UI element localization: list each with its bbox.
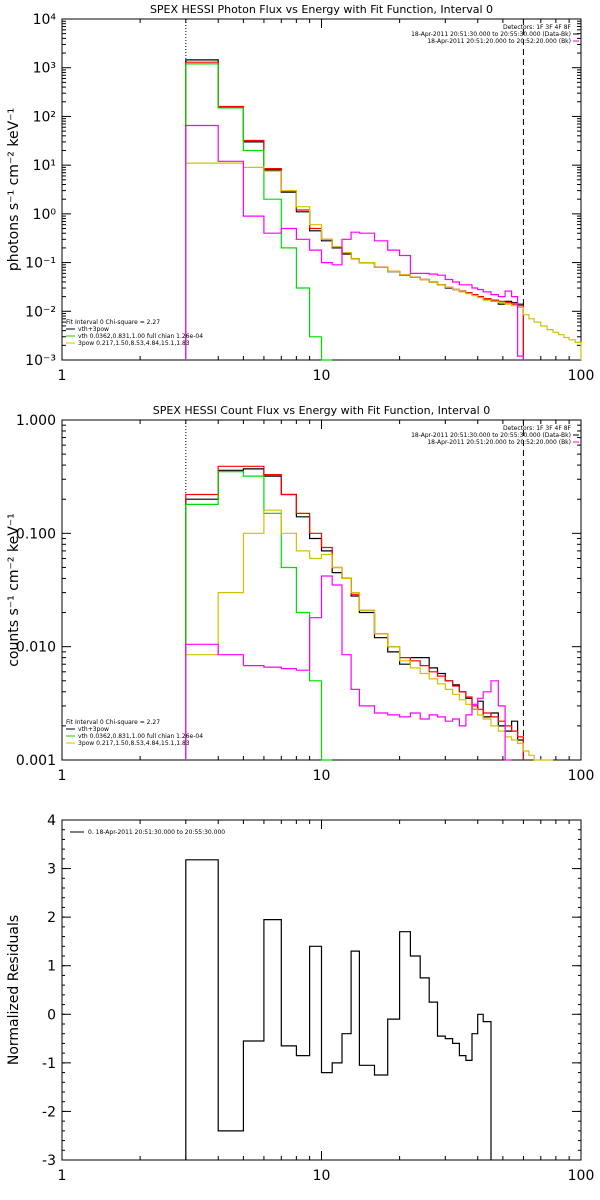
y-tick-label: -1 [42,1056,56,1072]
y-tick-label: 0.010 [16,640,56,656]
y-tick-label: 3 [47,862,56,878]
chart-title: SPEX HESSI Count Flux vs Energy with Fit… [153,404,490,417]
y-tick-label: 0.100 [16,526,56,542]
y-tick-label: 0.001 [16,753,56,769]
legend-top-entry: 18-Apr-2011 20:51:30.000 to 20:55:30.000… [411,31,571,38]
y-tick-label: 2 [47,910,56,926]
legend-top-entry: Detectors: 1F 3F 4F 8F [503,425,572,432]
series-red-line [185,465,524,760]
x-tick-label: 10 [313,768,331,784]
series-magenta-line [185,124,524,360]
x-tick-label: 10 [313,1168,331,1184]
y-tick-label: 10⁴ [33,12,57,28]
x-tick-label: 100 [568,368,595,384]
y-tick-label: -3 [42,1153,56,1169]
y-axis-label: photons s⁻¹ cm⁻² keV⁻¹ [6,108,22,271]
legend-bottom-entry: Fit Interval 0 Chi-square = 2.27 [66,319,160,326]
plot-frame [61,18,582,361]
legend-bottom-entry: vth+3pow [78,326,109,333]
y-tick-label: 0 [47,1007,56,1023]
y-tick-label: 10² [33,109,56,125]
series-yellow-line [185,509,553,761]
x-tick-label: 100 [568,768,595,784]
y-axis-label: Normalized Residuals [6,915,22,1065]
series-black-line [185,59,524,360]
series-green-line [185,471,333,761]
x-tick-label: 1 [58,768,67,784]
y-tick-label: 1.000 [16,413,56,429]
legend-top-entry: Detectors: 1F 3F 4F 8F [503,24,572,31]
y-tick-label: -2 [42,1104,56,1120]
y-tick-label: 1 [47,959,56,975]
photon-flux-panel: SPEX HESSI Photon Flux vs Energy with Fi… [6,3,594,384]
legend-top-entry: 18-Apr-2011 20:51:20.000 to 20:52:20.000… [427,439,571,446]
legend-bottom-entry: 3pow 0.217,1.50,8.53,4.84,15.1,1.83 [78,340,190,347]
y-tick-label: 4 [47,813,56,829]
series-green-line [185,63,333,361]
y-tick-label: 10⁻² [25,304,56,320]
legend-bottom-entry: vth+3pow [78,726,109,733]
series-magenta-line [185,575,512,761]
chart-title: SPEX HESSI Photon Flux vs Energy with Fi… [150,3,493,16]
series-black-line [185,859,492,1160]
y-tick-label: 10⁻³ [25,353,56,369]
x-tick-label: 10 [313,368,331,384]
x-tick-label: 1 [58,368,67,384]
series-black-line [185,468,524,760]
x-tick-label: 1 [58,1168,67,1184]
y-tick-label: 10⁰ [33,207,57,223]
y-axis-label: counts s⁻¹ cm⁻² keV⁻¹ [6,513,22,667]
y-tick-label: 10¹ [33,158,56,174]
residuals-panel: 1 10 100 -3 -2 -1 0 1 2 3 4 Normalized Residuals 0. … [6,813,594,1184]
legend-top-entry: 0. 18-Apr-2011 20:51:30.000 to 20:55:30.… [88,829,225,836]
y-tick-label: 10⁻¹ [25,256,56,272]
y-tick-label: 10³ [33,61,56,77]
series-red-line [185,61,524,360]
series-yellow-line [185,162,582,360]
legend-bottom-entry: 3pow 0.217,1.50,8.53,4.84,15.1,1.83 [78,740,190,747]
legend-bottom-entry: Fit Interval 0 Chi-square = 2.27 [66,719,160,726]
x-tick-label: 100 [568,1168,595,1184]
legend-top-entry: 18-Apr-2011 20:51:20.000 to 20:52:20.000… [427,38,571,45]
count-flux-panel: SPEX HESSI Count Flux vs Energy with Fit… [6,404,594,784]
legend-top-entry: 18-Apr-2011 20:51:30.000 to 20:55:30.000… [411,432,571,439]
legend-bottom-entry: vth 0.0362,0.831,1.00 full chian 1.26e-0… [78,333,203,340]
legend-bottom-entry: vth 0.0362,0.831,1.00 full chian 1.26e-0… [78,733,203,740]
